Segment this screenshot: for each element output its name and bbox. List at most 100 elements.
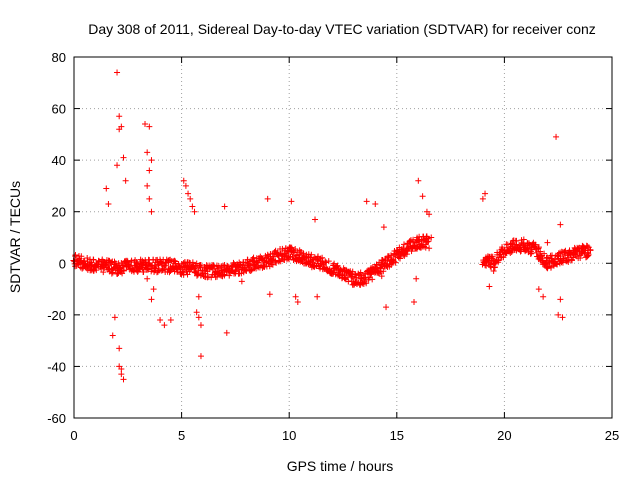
outlier-point bbox=[479, 195, 486, 202]
outlier-point bbox=[191, 208, 198, 215]
outlier-point bbox=[557, 296, 564, 303]
outlier-point bbox=[148, 157, 155, 164]
x-tick-label: 20 bbox=[497, 428, 511, 443]
band-point bbox=[532, 241, 539, 248]
outlier-point bbox=[380, 224, 387, 231]
outlier-point bbox=[238, 278, 245, 285]
axis-ticks: 0 5 10 15 20 25 -60 -40 -20 0 20 40 60 80 bbox=[47, 50, 619, 443]
band-point bbox=[250, 254, 257, 261]
grid-lines bbox=[74, 57, 612, 418]
y-tick-label: 80 bbox=[52, 50, 66, 65]
band-point bbox=[204, 268, 211, 275]
band-point bbox=[248, 266, 255, 273]
outlier-point bbox=[363, 198, 370, 205]
outlier-point bbox=[419, 193, 426, 200]
band-point bbox=[226, 272, 233, 279]
band-point bbox=[377, 268, 384, 275]
band-point bbox=[334, 262, 341, 269]
y-axis-label: SDTVAR / TECUs bbox=[7, 181, 23, 293]
outlier-point bbox=[120, 154, 127, 161]
x-tick-label: 10 bbox=[282, 428, 296, 443]
band-point bbox=[93, 267, 100, 274]
y-tick-label: -40 bbox=[47, 359, 66, 374]
band-point bbox=[172, 260, 179, 267]
outlier-point bbox=[482, 190, 489, 197]
band-point bbox=[377, 264, 384, 271]
y-tick-label: 40 bbox=[52, 153, 66, 168]
outlier-point bbox=[426, 211, 433, 218]
band-point bbox=[585, 251, 592, 258]
band-point bbox=[196, 262, 203, 269]
outlier-point bbox=[540, 293, 547, 300]
band-point bbox=[554, 261, 561, 268]
outlier-point bbox=[197, 353, 204, 360]
outlier-point bbox=[221, 203, 228, 210]
y-tick-label: -20 bbox=[47, 308, 66, 323]
band-point bbox=[520, 236, 527, 243]
outlier-point bbox=[415, 177, 422, 184]
outlier-point bbox=[144, 149, 151, 156]
band-point bbox=[109, 269, 116, 276]
outlier-point bbox=[146, 195, 153, 202]
band-point bbox=[392, 259, 399, 266]
outlier-point bbox=[544, 239, 551, 246]
outlier-point bbox=[103, 185, 110, 192]
outlier-point bbox=[109, 332, 116, 339]
outlier-point bbox=[288, 198, 295, 205]
outlier-point bbox=[428, 234, 435, 241]
band-point bbox=[90, 256, 97, 263]
band-point bbox=[541, 250, 548, 257]
outlier-point bbox=[146, 167, 153, 174]
outlier-point bbox=[185, 190, 192, 197]
outlier-point bbox=[314, 293, 321, 300]
outlier-point bbox=[167, 317, 174, 324]
band-point bbox=[403, 251, 410, 258]
band-point bbox=[369, 276, 376, 283]
band-point bbox=[292, 246, 299, 253]
band-point bbox=[508, 248, 515, 255]
outlier-point bbox=[144, 275, 151, 282]
band-point bbox=[345, 278, 352, 285]
y-tick-label: 20 bbox=[52, 205, 66, 220]
band-point bbox=[195, 271, 202, 278]
outlier-point bbox=[114, 162, 121, 169]
band-point bbox=[270, 253, 277, 260]
band-point bbox=[232, 267, 239, 274]
outlier-point bbox=[146, 123, 153, 130]
outlier-point bbox=[486, 283, 493, 290]
outlier-point bbox=[197, 322, 204, 329]
band-point bbox=[148, 268, 155, 275]
outlier-point bbox=[372, 200, 379, 207]
outlier-point bbox=[294, 298, 301, 305]
outlier-point bbox=[264, 195, 271, 202]
outlier-point bbox=[182, 182, 189, 189]
outlier-point bbox=[105, 200, 112, 207]
band-point bbox=[88, 261, 95, 268]
band-point bbox=[569, 257, 576, 264]
band-point bbox=[221, 271, 228, 278]
band-point bbox=[273, 259, 280, 266]
outlier-point bbox=[116, 113, 123, 120]
outlier-point bbox=[223, 329, 230, 336]
outlier-point bbox=[383, 304, 390, 311]
outlier-point bbox=[148, 296, 155, 303]
chart-title: Day 308 of 2011, Sidereal Day-to-day VTE… bbox=[88, 21, 596, 37]
band-point bbox=[139, 265, 146, 272]
outlier-point bbox=[114, 69, 121, 76]
outlier-point bbox=[555, 311, 562, 318]
band-point bbox=[357, 269, 364, 276]
band-point bbox=[128, 257, 135, 264]
band-point bbox=[323, 259, 330, 266]
band-point bbox=[424, 238, 431, 245]
outlier-point bbox=[413, 275, 420, 282]
band-point bbox=[108, 259, 115, 266]
band-point bbox=[308, 251, 315, 258]
outlier-point bbox=[116, 126, 123, 133]
outlier-point bbox=[266, 291, 273, 298]
x-tick-label: 25 bbox=[605, 428, 619, 443]
y-tick-label: -60 bbox=[47, 411, 66, 426]
y-tick-label: 60 bbox=[52, 102, 66, 117]
band-point bbox=[180, 269, 187, 276]
band-point bbox=[100, 269, 107, 276]
plot-frame bbox=[73, 56, 613, 419]
